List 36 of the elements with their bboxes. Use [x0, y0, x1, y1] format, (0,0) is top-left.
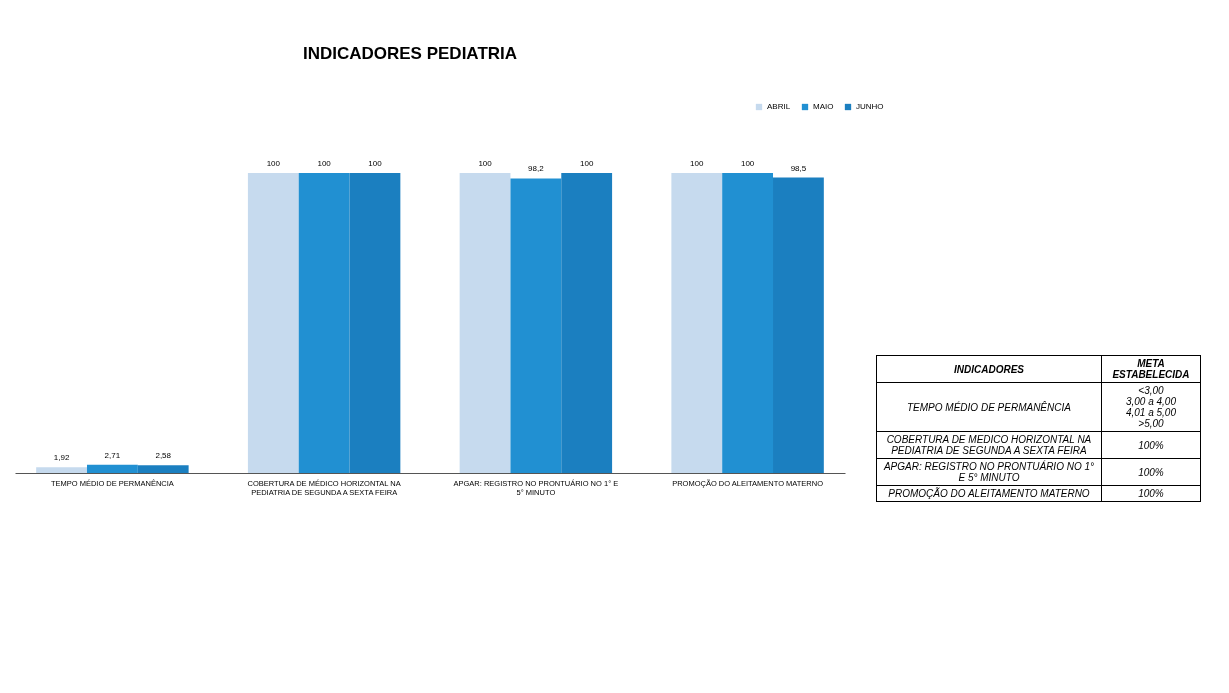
bar: [561, 173, 613, 473]
legend-label: JUNHO: [856, 102, 884, 111]
text: 100%: [1101, 485, 1201, 502]
legend-label: ABRIL: [767, 102, 791, 111]
bar: [36, 467, 87, 473]
text: COBERTURA DE MEDICO HORIZONTAL NA PEDIATRIA DE SEGUNDA A SEXTA FEIRA: [876, 431, 1102, 459]
data-label: 1,92: [53, 453, 70, 463]
text: <3,00 3,00 a 4,00 4,01 a 5,00 >5,00: [1101, 382, 1201, 432]
bar: [86, 464, 138, 473]
bar: [510, 178, 562, 473]
data-label: 98,5: [790, 163, 807, 173]
data-label: 2,58: [155, 451, 172, 461]
text: META ESTABELECIDA: [1101, 355, 1201, 383]
bar: [349, 173, 401, 473]
data-label: 100: [740, 159, 755, 168]
data-label: 100: [580, 159, 594, 168]
bar: [247, 173, 299, 473]
data-label: 100: [266, 159, 281, 168]
data-label: 100: [690, 159, 704, 168]
bar: [773, 177, 824, 473]
text: TEMPO MÉDIO DE PERMANÊNCIA: [876, 382, 1102, 432]
data-label: 100: [317, 159, 332, 168]
bar: [722, 173, 774, 473]
data-label: 2,71: [104, 450, 121, 460]
bar: [671, 173, 723, 473]
text: INDICADORES: [876, 355, 1102, 383]
text: 100%: [1101, 431, 1201, 459]
chart-title: INDICADORES PEDIATRIA: [302, 44, 518, 63]
data-label: 98,2: [528, 164, 545, 174]
text: 100%: [1101, 458, 1201, 486]
legend-label: MAIO: [813, 102, 834, 111]
data-label: 100: [368, 159, 383, 168]
bar: [459, 173, 511, 473]
bar: [298, 173, 350, 473]
bar: [137, 465, 189, 473]
data-label: 100: [478, 159, 493, 168]
